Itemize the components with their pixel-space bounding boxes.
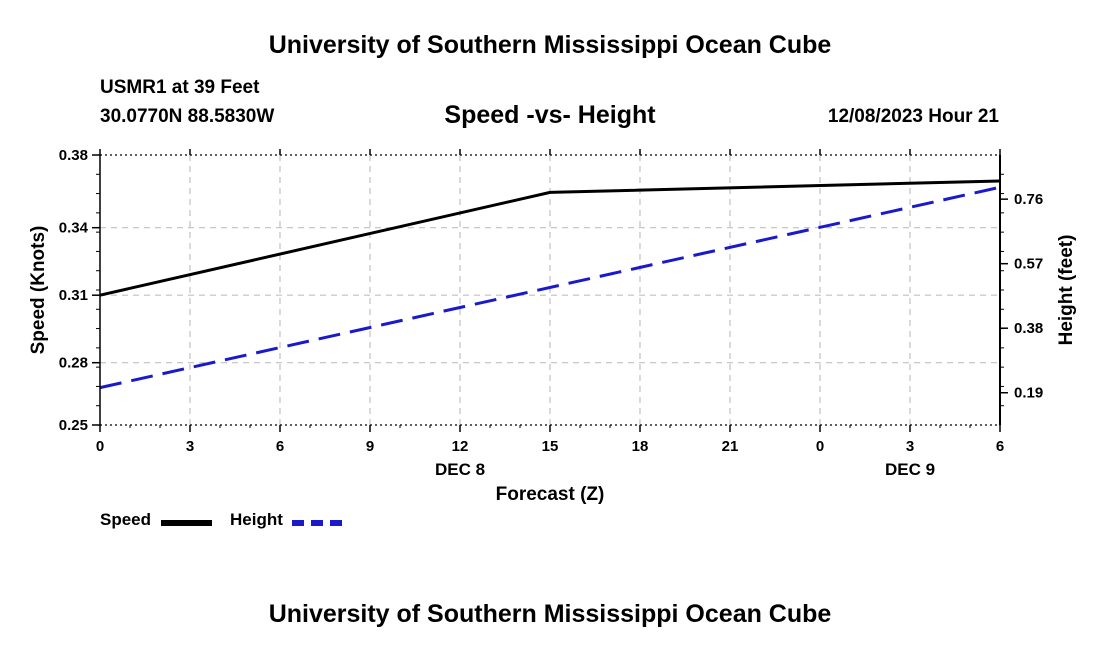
y-tick-label: 0.38 [59, 147, 88, 164]
x-tick-label: 0 [96, 438, 104, 455]
series-layer [99, 179, 1001, 390]
y-tick-label: 0.34 [59, 220, 89, 237]
y-tick-label: 0.25 [59, 417, 88, 434]
y2-tick-label: 0.76 [1014, 191, 1043, 208]
y-tick-label: 0.28 [59, 355, 88, 372]
grid-layer [100, 155, 1000, 425]
speed-series-line [99, 179, 1001, 297]
x-tick-label: 0 [816, 438, 824, 455]
axis-labels: Forecast (Z) Speed (Knots) Height (feet)… [28, 147, 1077, 505]
y-tick-label: 0.31 [59, 287, 88, 304]
y2-tick-label: 0.38 [1014, 320, 1043, 337]
chart-title: University of Southern Mississippi Ocean… [268, 31, 832, 59]
plot-frame [92, 149, 1008, 432]
x-tick-label: 18 [632, 438, 649, 455]
footer-title: University of Southern Mississippi Ocean… [268, 600, 832, 628]
station-coordinates: 30.0770N 88.5830W [100, 106, 275, 127]
legend-height-label: Height [230, 510, 283, 529]
y2-tick-label: 0.19 [1014, 385, 1043, 402]
x-tick-label: 6 [276, 438, 284, 455]
x-axis-title: Forecast (Z) [496, 484, 605, 505]
y2-tick-label: 0.57 [1014, 256, 1043, 273]
y2-axis-title: Height (feet) [1056, 235, 1077, 346]
x-date-label: DEC 9 [885, 460, 935, 479]
x-tick-label: 21 [722, 438, 739, 455]
chart-subtitle: Speed -vs- Height [444, 101, 656, 129]
station-label: USMR1 at 39 Feet [100, 77, 260, 98]
legend-height-swatch [292, 520, 342, 526]
x-tick-label: 6 [996, 438, 1004, 455]
height-series-line [99, 185, 1001, 390]
y-axis-title: Speed (Knots) [28, 226, 49, 355]
forecast-datetime: 12/08/2023 Hour 21 [827, 106, 999, 127]
legend-speed-swatch [161, 520, 212, 526]
x-tick-label: 3 [186, 438, 194, 455]
x-tick-label: 3 [906, 438, 914, 455]
legend-speed-label: Speed [100, 510, 152, 529]
x-tick-label: 9 [366, 438, 374, 455]
x-tick-label: 12 [452, 438, 469, 455]
x-date-label: DEC 8 [435, 460, 485, 479]
x-tick-label: 15 [542, 438, 559, 455]
